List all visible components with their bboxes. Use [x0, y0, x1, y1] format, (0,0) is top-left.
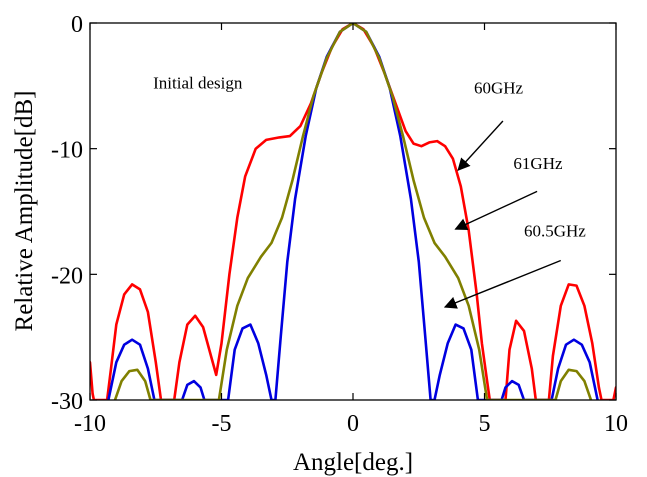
x-tick-label-4: 10	[604, 411, 628, 437]
y-tick-label-1: -20	[51, 263, 83, 289]
y-tick-label-0: -30	[51, 389, 83, 415]
x-tick-label-0: -10	[74, 411, 106, 437]
x-tick-label-2: 0	[347, 411, 359, 437]
annotation-layer: Initial design 60GHz 61GHz 60.5GHz	[153, 73, 586, 309]
y-tick-label-2: -10	[51, 138, 83, 164]
x-tick-label-3: 5	[479, 411, 491, 437]
annotation-arrow-2	[454, 190, 538, 231]
x-axis-title: Angle[deg.]	[293, 449, 413, 476]
series-layer	[90, 23, 616, 400]
annotation-0: Initial design	[153, 73, 243, 92]
series-line-1	[107, 23, 599, 400]
x-tick-label-1: -5	[212, 411, 232, 437]
y-axis-title: Relative Amplitude[dB]	[11, 91, 38, 332]
tick-layer: -10 -5 0 5 10 -30 -20 -10 0	[51, 12, 628, 437]
annotation-arrow-1	[457, 120, 504, 171]
annotation-1: 60GHz	[474, 78, 524, 97]
annotation-arrow-3	[443, 259, 562, 309]
y-tick-label-3: 0	[71, 12, 83, 38]
annotation-3: 60.5GHz	[524, 222, 586, 241]
annotation-2: 61GHz	[513, 154, 563, 173]
